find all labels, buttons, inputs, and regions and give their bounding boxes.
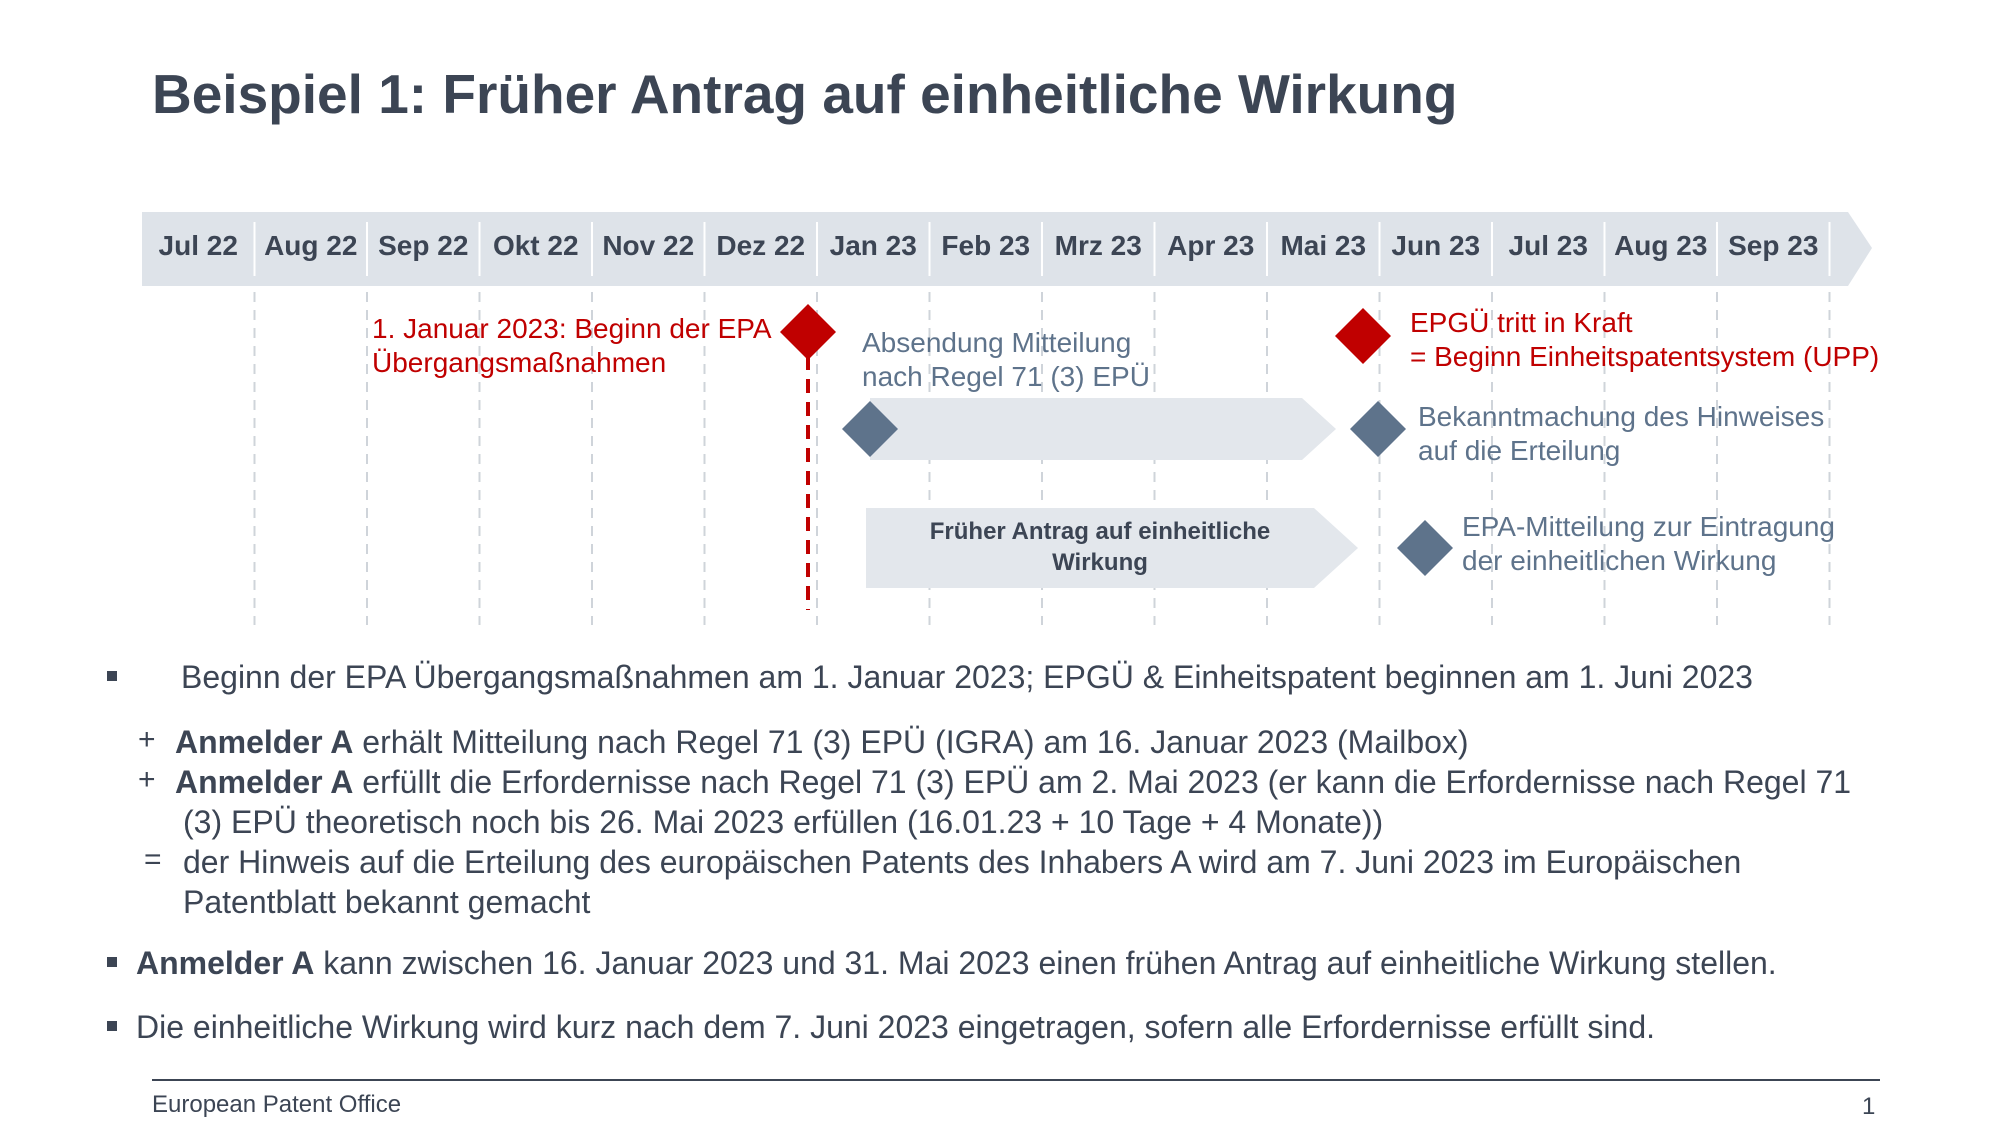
timeline-month-6: Jan 23 — [829, 230, 917, 261]
grant-event-label: Bekanntmachung des Hinweises auf die Ert… — [1418, 401, 1825, 466]
timeline-graphic — [142, 212, 1872, 625]
sub-item-2: Anmelder A erfüllt die Erfordernisse nac… — [175, 764, 1852, 800]
timeline-month-9: Apr 23 — [1167, 230, 1255, 261]
early-request-arrow — [866, 508, 1358, 588]
bullet-text-3: Die einheitliche Wirkung wird kurz nach … — [136, 1009, 1655, 1045]
plus-symbol: + — [138, 763, 156, 796]
timeline-month-11: Jun 23 — [1391, 230, 1481, 261]
plus-symbol: + — [138, 723, 156, 756]
start-event-label: 1. Januar 2023: Beginn der EPA Übergangs… — [372, 313, 772, 378]
page-number: 1 — [1862, 1093, 1876, 1120]
upc-event-label: EPGÜ tritt in Kraft = Beginn Einheitspat… — [1410, 307, 1880, 372]
timeline-month-1: Aug 22 — [264, 230, 358, 261]
sub-item-3: der Hinweis auf die Erteilung des europä… — [183, 844, 1742, 880]
timeline-month-7: Feb 23 — [941, 230, 1031, 261]
rule71-period-arrow — [870, 398, 1336, 460]
timeline-month-8: Mrz 23 — [1054, 230, 1142, 261]
grant-diamond — [1350, 401, 1406, 457]
registration-diamond — [1397, 520, 1453, 576]
early-request-label: Früher Antrag auf einheitliche Wirkung — [929, 518, 1271, 576]
rule71-diamond — [842, 401, 898, 457]
equals-symbol: = — [144, 843, 162, 876]
sub-item-2-cont: (3) EPÜ theoretisch noch bis 26. Mai 202… — [183, 804, 1384, 840]
sub-item-1: Anmelder A erhält Mitteilung nach Regel … — [175, 724, 1469, 760]
rule71-event-label: Absendung Mitteilung nach Regel 71 (3) E… — [862, 327, 1150, 392]
bullet-icon — [107, 957, 117, 967]
timeline-bar — [142, 212, 1872, 286]
bullet-icon — [107, 671, 117, 681]
timeline-month-14: Sep 23 — [1728, 230, 1819, 261]
timeline-month-10: Mai 23 — [1280, 230, 1367, 261]
timeline-month-13: Aug 23 — [1614, 230, 1708, 261]
bullet-text-2: Anmelder A kann zwischen 16. Januar 2023… — [136, 945, 1777, 981]
upc-diamond — [1335, 308, 1391, 364]
timeline-month-5: Dez 22 — [716, 230, 806, 261]
registration-event-label: EPA-Mitteilung zur Eintragung der einhei… — [1462, 511, 1835, 576]
footer-divider — [152, 1079, 1880, 1081]
bullet-text-1: Beginn der EPA Übergangsmaßnahmen am 1. … — [181, 659, 1753, 695]
month-separators — [253, 222, 1831, 276]
timeline-month-0: Jul 22 — [158, 230, 238, 261]
start-diamond — [780, 304, 836, 360]
timeline-month-3: Okt 22 — [492, 230, 579, 261]
sub-item-3-cont: Patentblatt bekannt gemacht — [183, 884, 591, 920]
footer-organization: European Patent Office — [152, 1091, 402, 1118]
timeline-month-2: Sep 22 — [378, 230, 469, 261]
timeline-month-4: Nov 22 — [602, 230, 695, 261]
page-title: Beispiel 1: Früher Antrag auf einheitlic… — [152, 63, 1458, 125]
timeline-month-12: Jul 23 — [1508, 230, 1588, 261]
bullet-icon — [107, 1021, 117, 1031]
